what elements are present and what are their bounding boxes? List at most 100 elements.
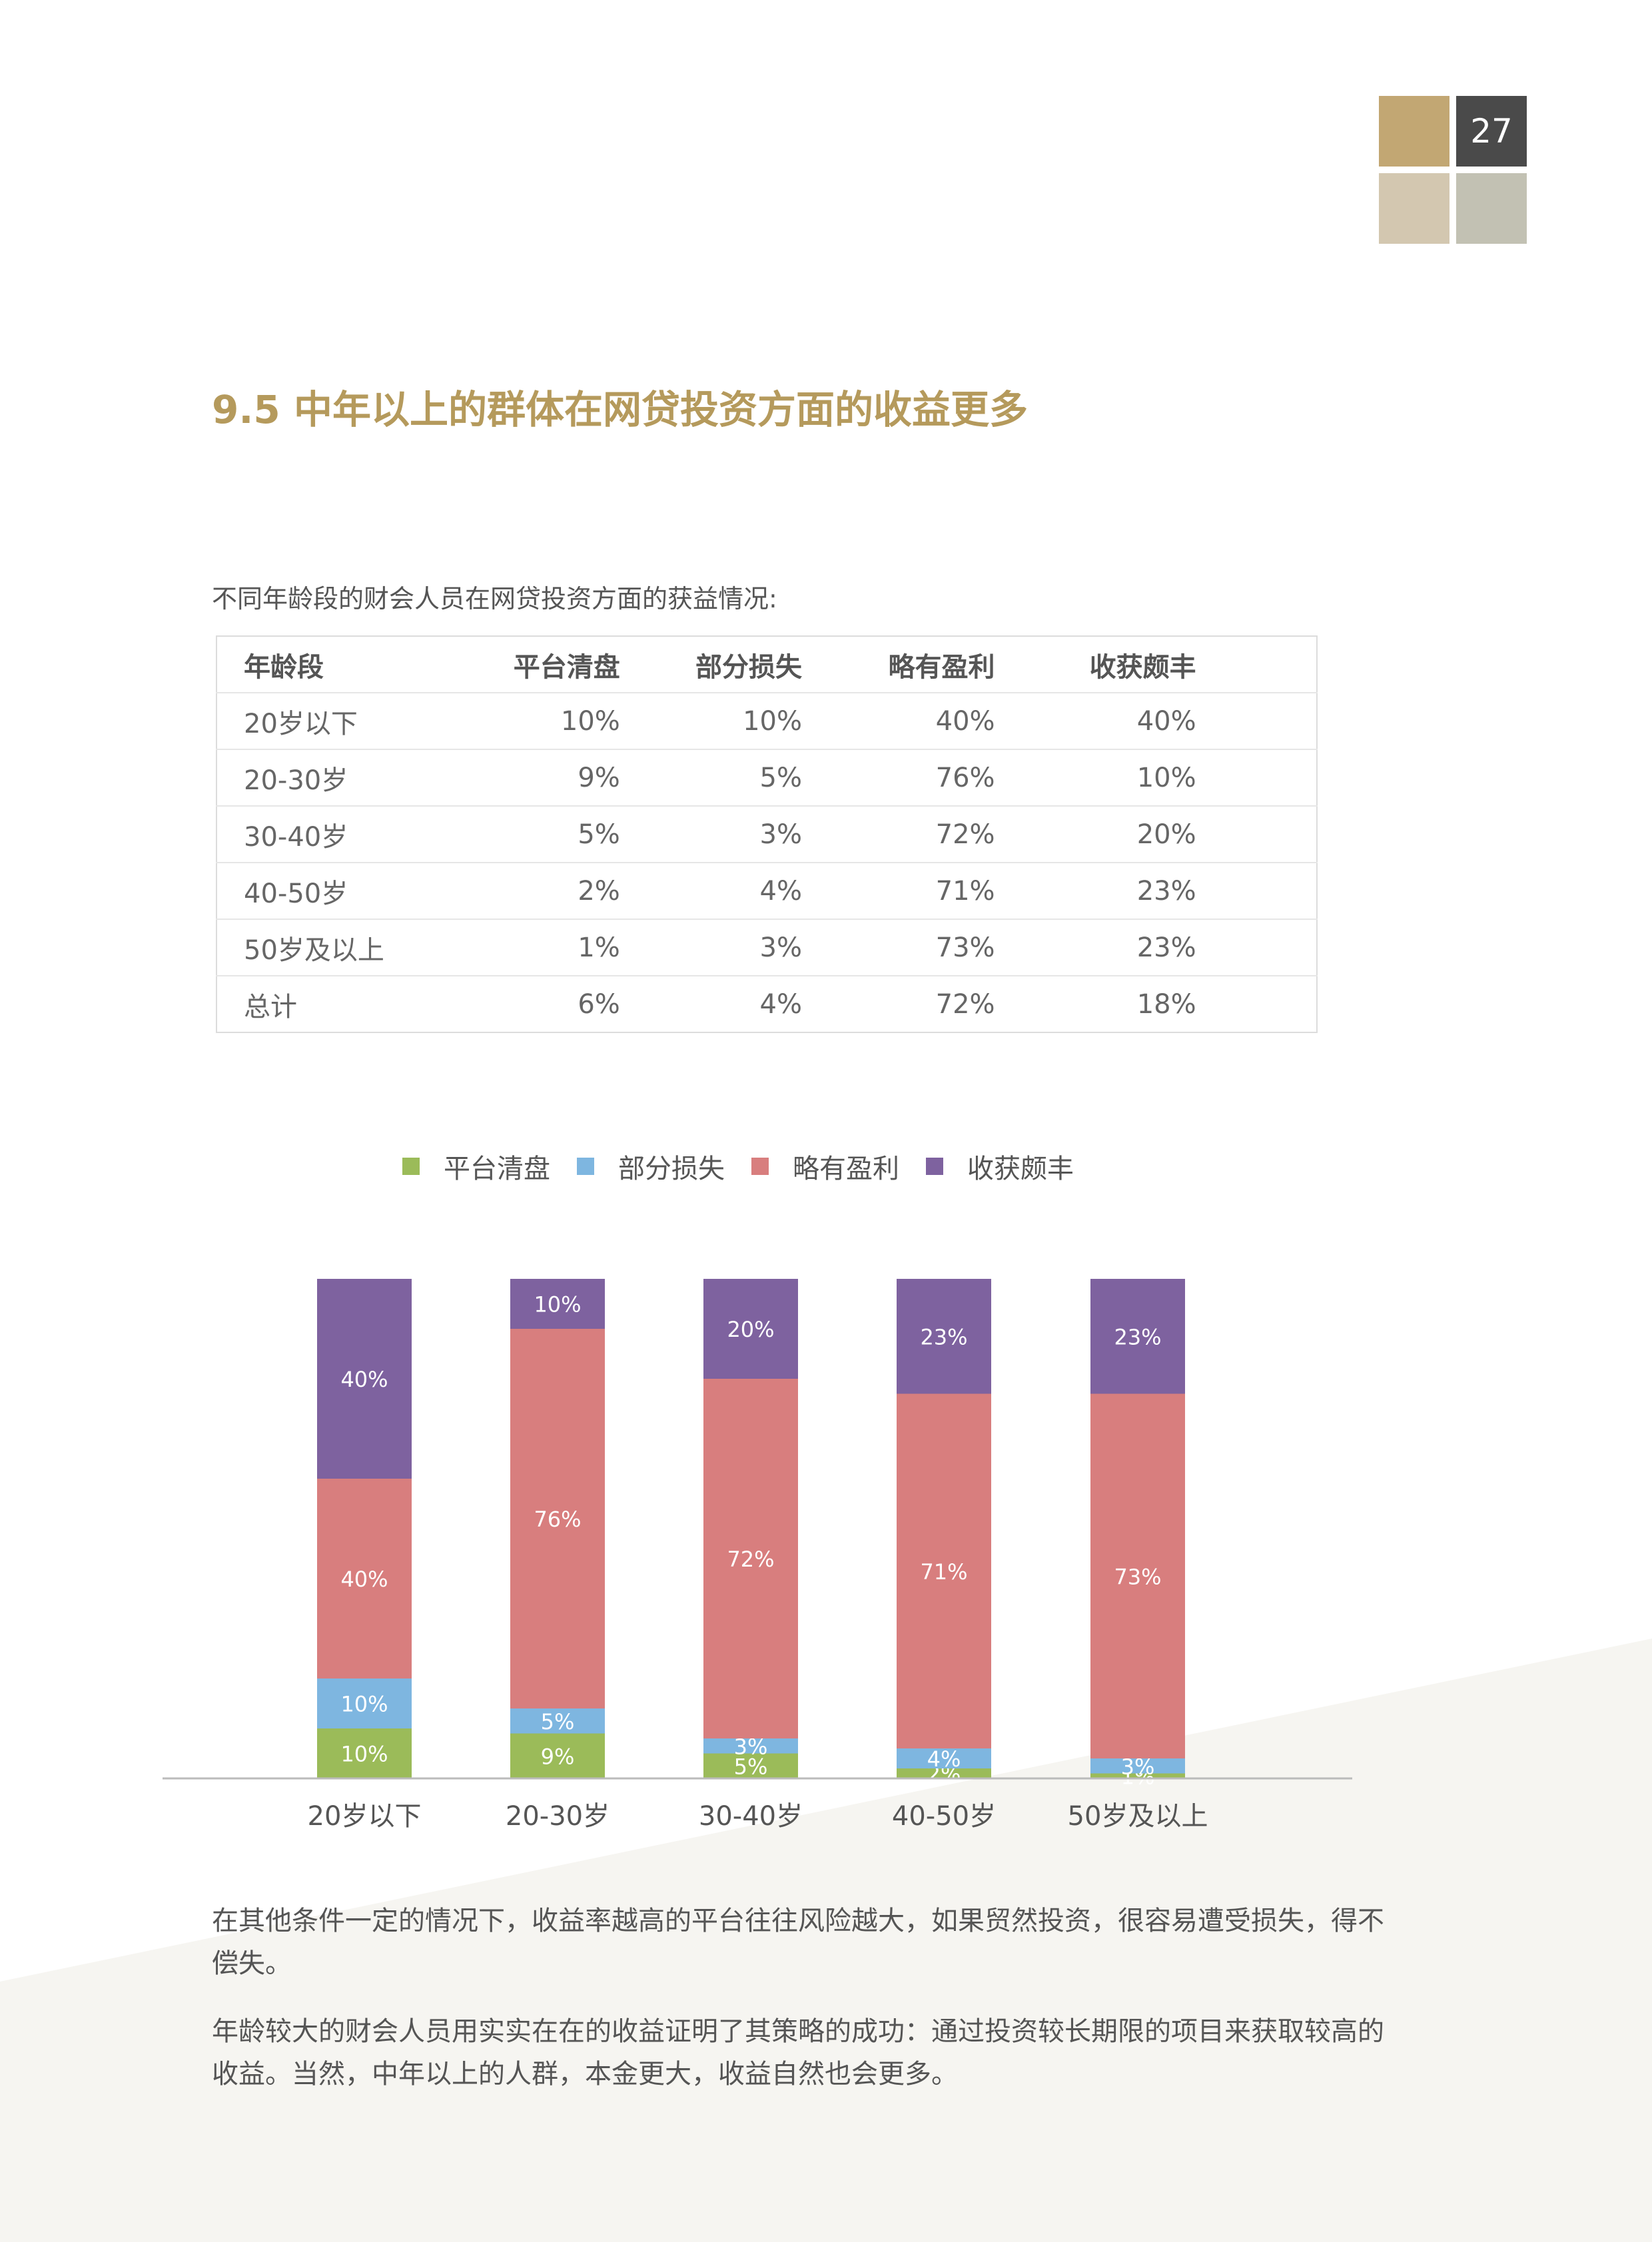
x-tick-label: 20-30岁 (506, 1801, 610, 1832)
table-header-row: 年龄段 平台清盘 部分损失 略有盈利 收获颇丰 (216, 636, 1317, 693)
bar-segment (317, 1728, 412, 1778)
column-header: 略有盈利 (801, 636, 995, 693)
legend-item: 部分损失 (577, 1147, 725, 1186)
data-table: 年龄段 平台清盘 部分损失 略有盈利 收获颇丰 20岁以下 10% 10% 40… (216, 635, 1318, 1033)
legend-item: 略有盈利 (751, 1147, 899, 1186)
data-label: 9% (541, 1744, 575, 1769)
data-label: 23% (920, 1324, 967, 1349)
table-cell: 2% (489, 863, 620, 920)
table-cell: 18% (1136, 988, 1196, 1020)
column-header: 收获颇丰 (995, 636, 1196, 693)
table-cell: 71% (801, 863, 995, 920)
data-label: 40% (340, 1367, 388, 1392)
x-tick-label: 50岁及以上 (1068, 1801, 1208, 1832)
table-cell: 40% (995, 693, 1196, 750)
data-label: 10% (534, 1292, 581, 1317)
table-row: 30-40岁 5% 3% 72% 20% (216, 806, 1317, 863)
bar-segment (1090, 1758, 1185, 1774)
table-cell: 4% (620, 863, 802, 920)
column-spacer (1196, 636, 1317, 693)
table-caption: 不同年龄段的财会人员在网贷投资方面的获益情况: (212, 584, 777, 613)
table-row: 20-30岁 9% 5% 76% 10% (216, 749, 1317, 807)
bar-segment (897, 1768, 991, 1778)
legend-swatch (577, 1158, 594, 1175)
data-label: 5% (541, 1709, 575, 1734)
x-tick-label: 40-50岁 (892, 1801, 996, 1832)
bar-segment (897, 1393, 991, 1748)
bar-segment (703, 1379, 798, 1738)
table-cell: 40-50岁 (216, 863, 490, 920)
page-corner-block (1456, 173, 1527, 244)
page-corner-block (1379, 173, 1449, 244)
table-spacer (1196, 919, 1317, 976)
table-cell: 40% (801, 693, 995, 750)
table-row-total: 总计 6% 4% 72% 18% (216, 976, 1317, 1032)
legend-label: 略有盈利 (793, 1154, 899, 1184)
x-tick-label: 30-40岁 (699, 1801, 803, 1832)
table-cell: 6% (578, 988, 620, 1020)
legend-swatch (751, 1158, 769, 1175)
table-cell: 5% (489, 806, 620, 863)
table-cell: 10% (489, 693, 620, 750)
x-tick-label: 20岁以下 (308, 1801, 422, 1832)
paragraph: 在其他条件一定的情况下，收益率越高的平台往往风险越大，如果贸然投资，很容易遭受损… (212, 1906, 1384, 1979)
data-label: 5% (734, 1754, 768, 1779)
bar-segment (897, 1748, 991, 1768)
table-cell: 50岁及以上 (216, 919, 490, 976)
table-cell: 5% (620, 749, 802, 807)
legend-label: 部分损失 (618, 1154, 725, 1184)
table-spacer (1196, 749, 1317, 807)
column-header: 年龄段 (216, 636, 490, 693)
legend-swatch (402, 1158, 420, 1175)
table-cell: 76% (801, 749, 995, 807)
data-label: 76% (534, 1507, 581, 1532)
bar-segment (510, 1733, 605, 1778)
column-header: 部分损失 (620, 636, 802, 693)
bar-segment (1090, 1279, 1185, 1394)
data-label: 4% (927, 1746, 961, 1772)
table-spacer (1196, 806, 1317, 863)
bar-segment (317, 1279, 412, 1479)
table-cell: 20-30岁 (216, 749, 490, 807)
table-cell: 3% (620, 919, 802, 976)
table-row: 20岁以下 10% 10% 40% 40% (216, 693, 1317, 750)
legend-item: 平台清盘 (402, 1147, 550, 1186)
stacked-bar-chart: 10%10%40%40%20岁以下9%5%76%10%20-30岁5%3%72%… (163, 1279, 1352, 1832)
data-label: 23% (1114, 1324, 1161, 1349)
legend-label: 收获颇丰 (967, 1154, 1074, 1184)
section-title: 9.5 中年以上的群体在网贷投资方面的收益更多 (212, 387, 1028, 432)
chart-legend: 平台清盘 部分损失 略有盈利 收获颇丰 (402, 1147, 1100, 1186)
page-corner-block (1379, 96, 1449, 167)
table-cell: 23% (995, 863, 1196, 920)
bar-segment (897, 1279, 991, 1394)
data-label: 40% (340, 1567, 388, 1592)
data-label: 10% (340, 1692, 388, 1717)
legend-swatch (926, 1158, 943, 1175)
bar-segment (703, 1738, 798, 1754)
table-cell: 20% (995, 806, 1196, 863)
table-cell: 20岁以下 (216, 693, 490, 750)
bar-segment (703, 1279, 798, 1379)
table-cell: 9% (489, 749, 620, 807)
table-row: 50岁及以上 1% 3% 73% 23% (216, 919, 1317, 976)
column-header: 平台清盘 (489, 636, 620, 693)
bar-segment (1090, 1773, 1185, 1778)
table-cell: 73% (801, 919, 995, 976)
table-cell: 30-40岁 (216, 806, 490, 863)
paragraph: 年龄较大的财会人员用实实在在的收益证明了其策略的成功：通过投资较长期限的项目来获… (212, 2016, 1384, 2089)
data-label: 72% (727, 1547, 774, 1572)
table-cell: 72% (935, 988, 995, 1020)
table-spacer (1196, 863, 1317, 920)
table-cell: 4% (759, 988, 802, 1020)
table-cell: 23% (995, 919, 1196, 976)
table-cell: 10% (620, 693, 802, 750)
page-number: 27 (1456, 96, 1527, 167)
bar-segment (510, 1279, 605, 1329)
data-label: 20% (727, 1317, 774, 1342)
table-cell: 1% (489, 919, 620, 976)
legend-label: 平台清盘 (444, 1154, 550, 1184)
table-spacer (1196, 693, 1317, 750)
bar-segment (1090, 1393, 1185, 1758)
bar-segment (510, 1329, 605, 1708)
